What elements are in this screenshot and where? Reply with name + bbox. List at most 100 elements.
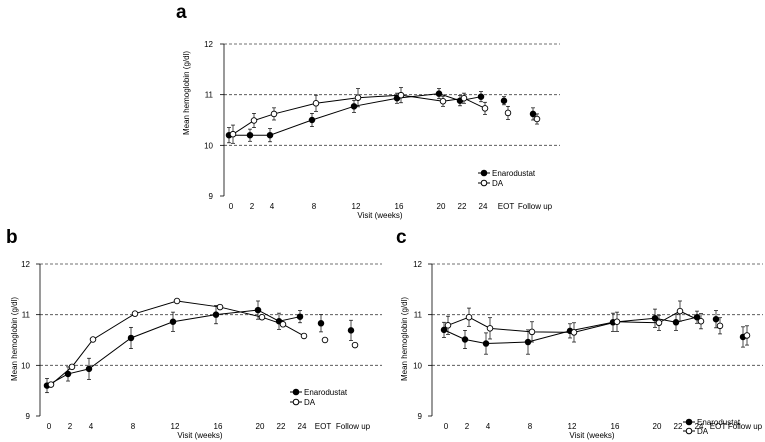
legend-label-da: DA [492,179,504,188]
y-tick-label: 10 [21,361,30,370]
data-point-da [655,319,663,327]
data-point-da [229,130,237,138]
x-tick-label: 24 [298,422,307,431]
data-point-enarodustat [651,314,659,322]
x-tick-label: 16 [611,422,620,431]
y-axis-title: Mean hemoglobin (g/dl) [400,297,409,381]
data-point-da [321,336,329,344]
data-point-da [504,109,512,117]
x-tick-label: 2 [68,422,73,431]
data-point-enarodustat [440,326,448,334]
data-point-da [676,307,684,315]
data-point-da [613,318,621,326]
legend-marker-enarodustat [292,388,300,396]
y-axis-title: Mean hemoglobin (g/dl) [10,297,19,381]
data-point-enarodustat [212,311,220,318]
legend-marker-enarodustat [685,418,693,426]
x-tick-label: EOT [710,422,727,431]
legend-label-enarodustat: Enarodustat [304,388,348,397]
y-tick-label: 9 [209,192,214,201]
legend-marker-da [480,179,488,187]
data-point-da [300,332,308,340]
data-point-enarodustat [347,327,355,334]
data-point-enarodustat [350,103,358,110]
data-point-da [716,322,724,330]
data-point-enarodustat [266,131,274,139]
data-point-da [439,98,447,105]
x-tick-label: 8 [528,422,533,431]
x-axis-title: Visit (weeks) [177,431,223,440]
data-point-da [533,115,541,123]
data-point-enarodustat [85,365,93,373]
data-point-da [697,318,705,325]
y-axis-title: Mean hemoglobin (g/dl) [182,51,191,135]
legend-label-da: DA [304,398,316,407]
x-tick-label: 0 [229,202,234,211]
data-point-enarodustat [529,110,537,118]
x-tick-label: EOT [315,422,332,431]
x-tick-label: 2 [250,202,255,211]
data-point-da [131,310,139,317]
x-tick-label: 2 [465,422,470,431]
x-tick-label: 8 [131,422,136,431]
panel-c: c Mean hemoglobin (g/dl) Visit (weeks) 9… [396,227,763,440]
x-tick-label: Follow up [728,422,763,431]
x-tick-label: 22 [277,422,286,431]
data-point-da [481,105,489,112]
x-tick-label: Follow up [518,202,553,211]
y-tick-label: 9 [418,412,423,421]
data-point-da [351,341,359,349]
legend-marker-da [292,398,300,406]
x-tick-label: 12 [171,422,180,431]
data-point-enarodustat [64,370,72,378]
x-tick-label: 4 [270,202,275,211]
x-tick-label: 12 [352,202,361,211]
y-tick-label: 9 [26,412,31,421]
data-point-da [258,313,266,321]
x-tick-label: 0 [444,422,449,431]
data-point-da [465,313,473,321]
data-point-da [216,303,224,311]
x-tick-label: 8 [312,202,317,211]
x-tick-label: 4 [486,422,491,431]
data-point-da [47,381,55,388]
data-point-enarodustat [500,97,508,104]
panel-a: a Mean hemoglobin (g/dl) Visit (weeks) 9… [176,2,560,220]
data-point-da [250,117,258,124]
x-tick-label: 24 [479,202,488,211]
data-point-da [486,325,494,332]
data-point-enarodustat [246,131,254,139]
x-tick-label: 24 [695,422,704,431]
y-tick-label: 12 [413,260,422,269]
legend-label-enarodustat: Enarodustat [492,169,536,178]
data-point-da [279,321,287,328]
y-tick-label: 10 [204,141,213,150]
y-tick-label: 12 [204,40,213,49]
panel-letter-b: b [6,227,18,248]
data-point-da [570,329,578,336]
x-tick-label: 20 [256,422,265,431]
legend-marker-enarodustat [480,169,488,177]
x-tick-label: 20 [653,422,662,431]
x-axis-title: Visit (weeks) [569,431,615,440]
legend-label-enarodustat: Enarodustat [697,418,741,427]
y-tick-label: 10 [413,361,422,370]
data-point-enarodustat [672,319,680,326]
data-point-enarodustat [127,334,135,342]
data-point-da [528,328,536,336]
y-tick-label: 11 [22,311,31,320]
data-point-da [68,363,76,371]
data-point-enarodustat [461,336,469,343]
x-tick-label: 0 [47,422,52,431]
data-point-da [743,332,751,339]
data-point-enarodustat [524,338,532,346]
data-point-da [354,94,362,101]
x-axis-title: Visit (weeks) [357,211,403,220]
legend: Enarodustat DA [683,418,741,436]
data-point-enarodustat [435,90,443,97]
data-point-enarodustat [254,306,262,314]
legend-marker-da [685,427,693,435]
